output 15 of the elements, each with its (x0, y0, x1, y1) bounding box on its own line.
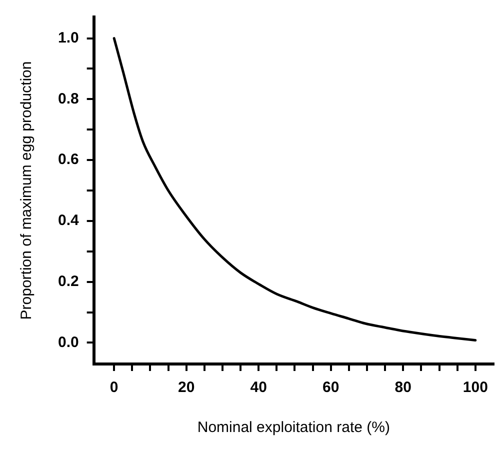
x-tick-label: 60 (322, 379, 340, 396)
x-axis-title: Nominal exploitation rate (%) (197, 419, 390, 436)
x-tick-label: 20 (178, 379, 195, 396)
x-tick-label: 0 (110, 379, 118, 396)
y-tick-label: 0.6 (58, 151, 79, 168)
x-tick-label: 40 (250, 379, 267, 396)
line-series (112, 37, 477, 342)
y-tick-label: 0.4 (58, 212, 80, 230)
y-axis-title: Proportion of maximum egg production (18, 61, 36, 320)
x-tick-label: 80 (394, 379, 412, 396)
y-tick-label: 0.8 (58, 90, 79, 108)
y-tick-label: 0.2 (58, 272, 79, 290)
x-tick-label: 100 (462, 379, 488, 396)
y-tick-label: 1.0 (58, 29, 79, 46)
y-tick-label: 0.0 (58, 334, 79, 351)
